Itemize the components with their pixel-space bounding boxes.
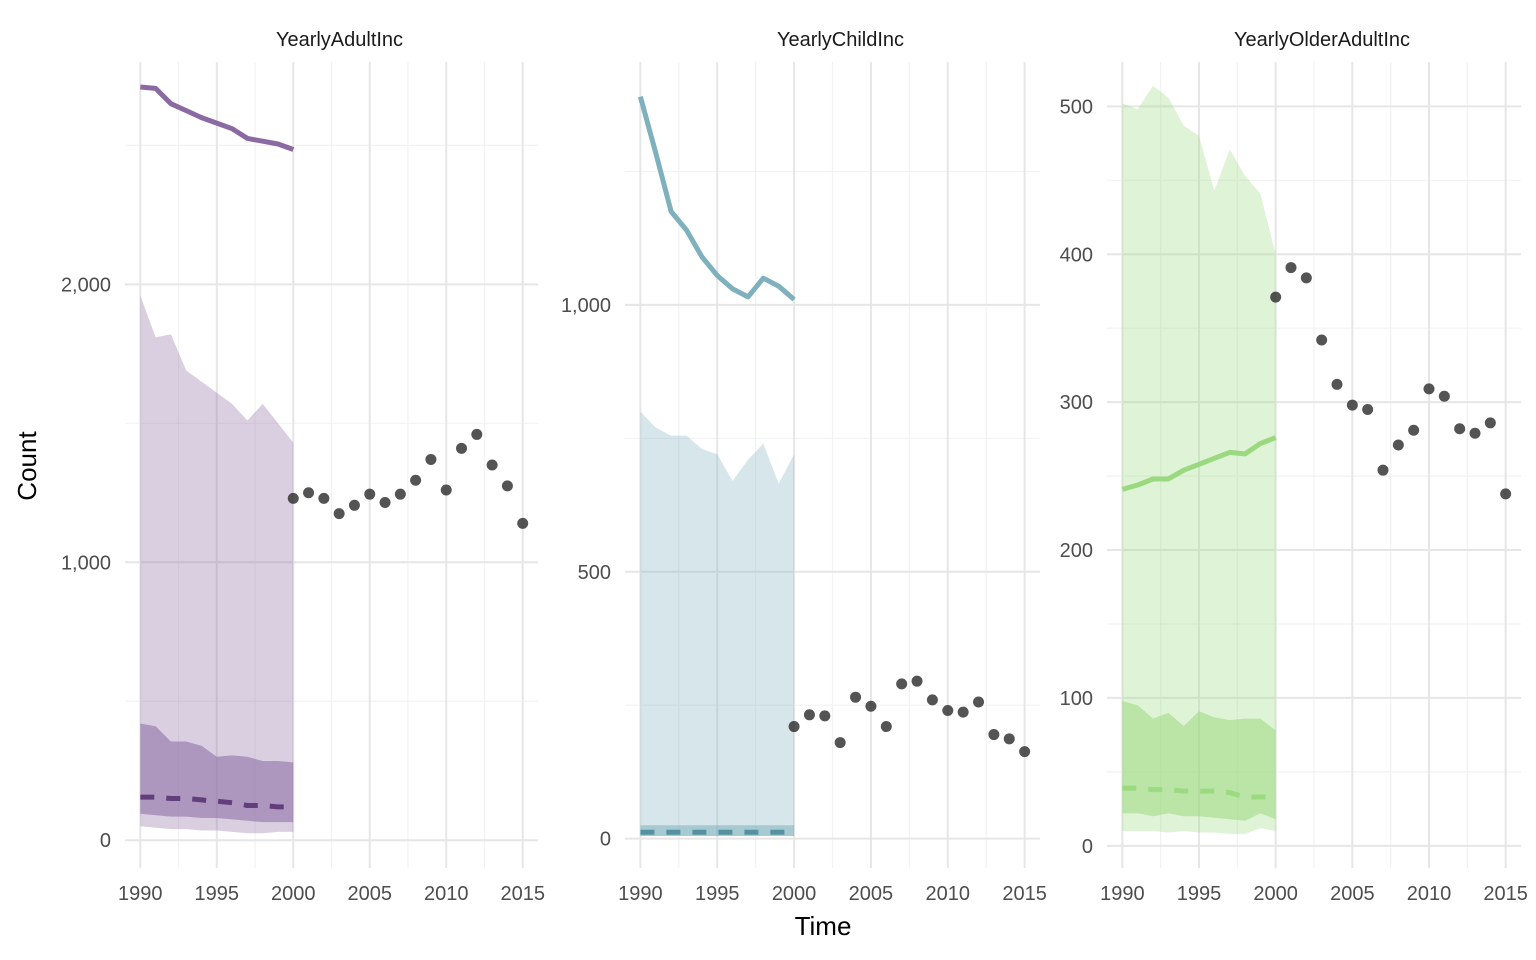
observed-point: [973, 696, 985, 708]
observed-point: [896, 678, 908, 690]
observed-point: [1285, 262, 1297, 274]
observed-point: [364, 488, 376, 500]
y-tick-label: 0: [100, 830, 111, 852]
mean-solid-line: [140, 84, 295, 152]
observed-point: [788, 721, 800, 733]
x-tick-label: 1995: [1177, 883, 1222, 905]
observed-point: [486, 459, 498, 471]
y-tick-label: 200: [1060, 540, 1093, 562]
observed-point: [1346, 399, 1358, 411]
observed-point: [1019, 746, 1031, 758]
panel-2: 1990 1995 2000 2005 2010 2015 0 500 1,000 YearlyC…: [561, 29, 1047, 905]
x-tick-label: 2015: [1483, 883, 1528, 905]
observed-point: [803, 709, 815, 721]
y-tick-label: 500: [578, 562, 611, 584]
observed-point: [1270, 291, 1282, 303]
observed-point: [1300, 272, 1312, 284]
y-tick-label: 300: [1060, 392, 1093, 414]
panel-title: YearlyAdultInc: [276, 29, 403, 51]
outer-interval-band: [1122, 85, 1276, 834]
observed-point: [456, 442, 468, 454]
x-tick-label: 2000: [271, 883, 316, 905]
observed-point: [1469, 427, 1481, 439]
observed-point: [1500, 488, 1512, 500]
x-tick-label: 2015: [1002, 883, 1047, 905]
observed-point: [1377, 464, 1389, 476]
observed-point: [425, 453, 437, 465]
y-tick-label: 1,000: [561, 295, 611, 317]
observed-point: [1484, 417, 1496, 429]
y-tick-label: 0: [1082, 836, 1093, 858]
y-tick-label: 2,000: [61, 274, 111, 296]
x-tick-label: 2000: [1253, 883, 1298, 905]
x-tick-label: 1990: [118, 883, 163, 905]
x-axis-title: Time: [795, 911, 852, 941]
panel-title: YearlyChildInc: [777, 29, 904, 51]
observed-point: [379, 497, 391, 509]
x-tick-label: 1990: [1100, 883, 1145, 905]
observed-point: [911, 675, 923, 687]
x-tick-label: 2010: [1407, 883, 1452, 905]
observed-point: [1316, 334, 1328, 346]
x-tick-label: 2000: [772, 883, 817, 905]
observed-point: [1454, 423, 1466, 435]
observed-point: [834, 737, 846, 749]
y-tick-label: 100: [1060, 688, 1093, 710]
x-tick-label: 2010: [926, 883, 971, 905]
x-tick-label: 2005: [849, 883, 894, 905]
observed-point: [1408, 424, 1420, 436]
observed-point: [410, 474, 422, 486]
observed-point: [501, 480, 513, 492]
y-tick-label: 400: [1060, 244, 1093, 266]
observed-point: [850, 691, 862, 703]
observed-point: [1331, 378, 1343, 390]
panel-title: YearlyOlderAdultInc: [1234, 29, 1410, 51]
observed-point: [471, 428, 483, 440]
observed-point: [1003, 733, 1015, 745]
y-tick-label: 0: [600, 829, 611, 851]
observed-point: [1423, 383, 1435, 395]
x-tick-label: 1990: [618, 883, 663, 905]
observed-point: [517, 517, 529, 529]
observed-point: [819, 710, 831, 722]
x-tick-label: 1995: [695, 883, 740, 905]
observed-point: [287, 492, 299, 504]
outer-interval-band: [140, 295, 294, 834]
observed-point: [318, 492, 330, 504]
x-tick-label: 2005: [347, 883, 392, 905]
observed-point: [926, 694, 938, 706]
observed-point: [440, 484, 452, 496]
observed-point: [348, 499, 360, 511]
observed-point: [942, 705, 954, 717]
observed-point: [303, 487, 315, 499]
x-tick-label: 2015: [500, 883, 545, 905]
observed-point: [1362, 404, 1374, 416]
inner-interval-band: [1122, 700, 1276, 821]
mean-solid-line: [1121, 435, 1277, 492]
observed-point: [957, 706, 969, 718]
panel-1: 1990 1995 2000 2005 2010 2015 0 1,000 2,000 Yearl…: [61, 29, 545, 905]
y-tick-label: 500: [1060, 96, 1093, 118]
x-tick-label: 1995: [195, 883, 240, 905]
observed-point: [1438, 390, 1450, 402]
x-tick-label: 2010: [424, 883, 469, 905]
observed-point: [988, 729, 1000, 741]
observed-point: [394, 488, 406, 500]
y-axis-title: Count: [12, 431, 42, 501]
observed-point: [1392, 439, 1404, 451]
observed-point: [865, 700, 877, 712]
outer-interval-band: [640, 411, 795, 836]
observed-point: [333, 508, 345, 520]
observed-point: [880, 721, 892, 733]
y-tick-label: 1,000: [61, 552, 111, 574]
x-tick-label: 2005: [1330, 883, 1375, 905]
panel-3: 1990 1995 2000 2005 2010 2015 0 100 200 300 400 500…: [1060, 29, 1528, 905]
mean-solid-line: [637, 96, 796, 302]
